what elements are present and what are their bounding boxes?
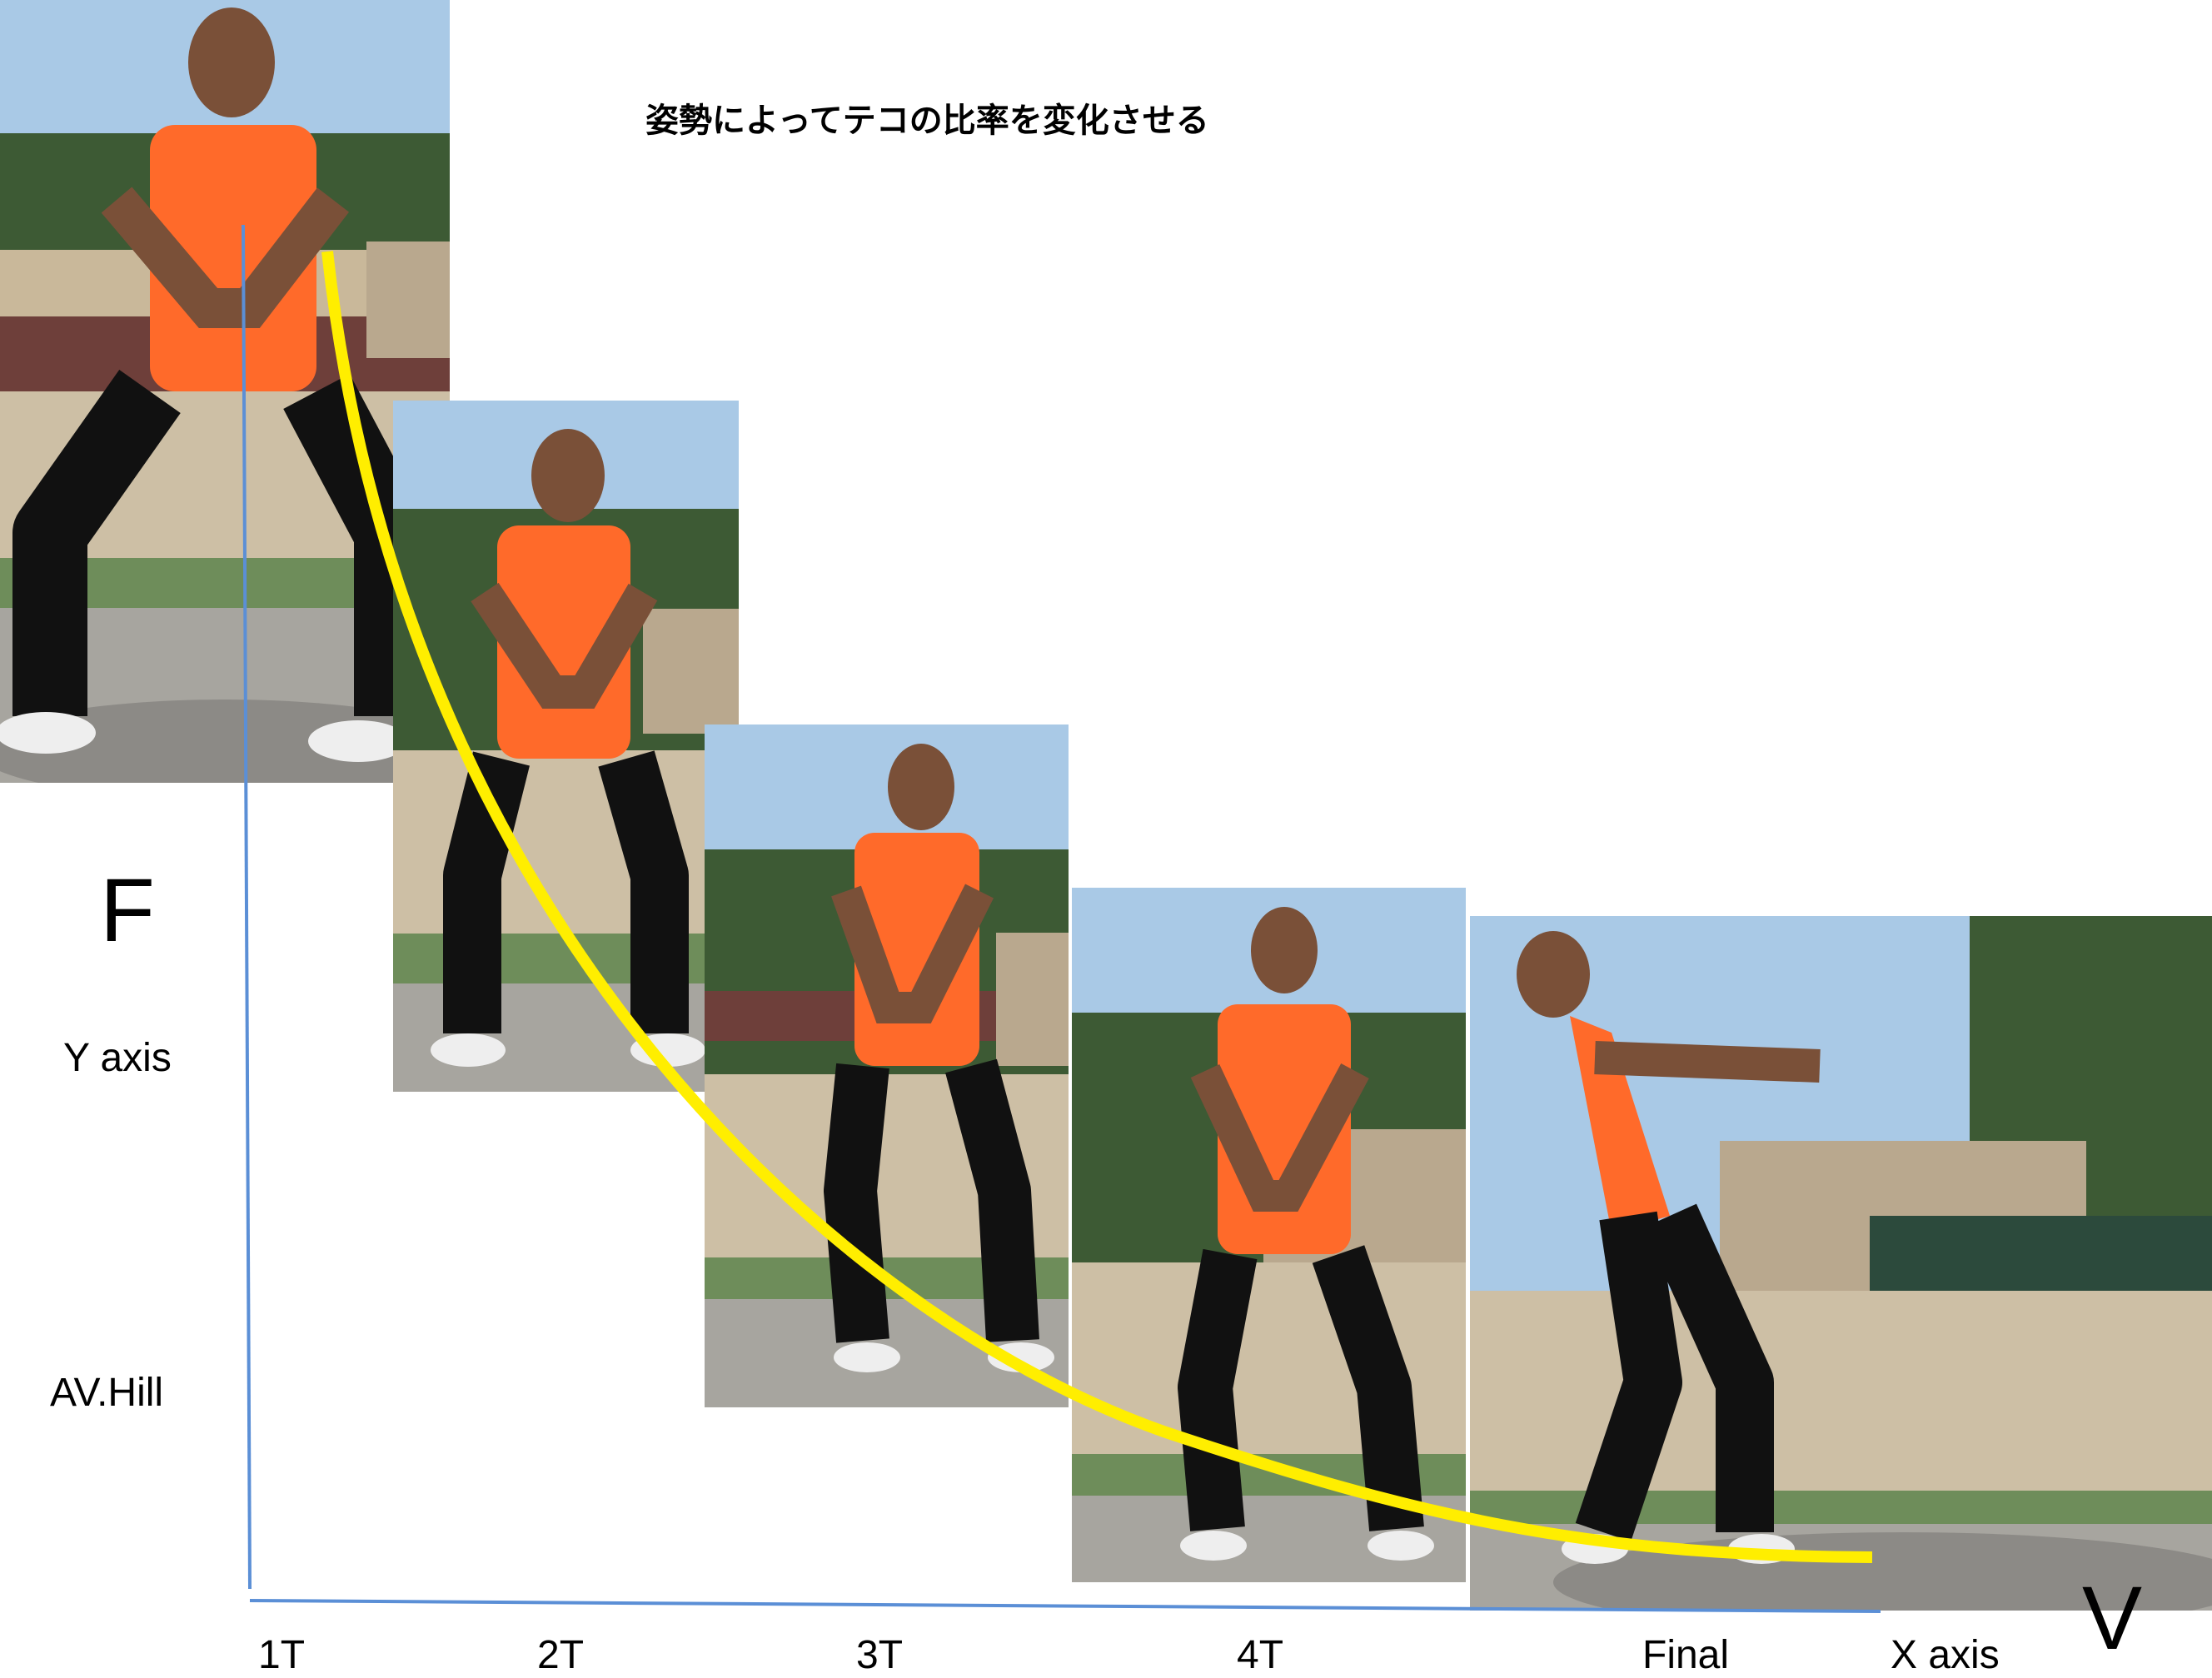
tick-label-3t: 3T — [856, 1633, 904, 1677]
athlete-photo-final — [1470, 916, 2212, 1611]
y-axis-label: Y axis — [63, 1036, 172, 1080]
athlete-photo-3t — [705, 724, 1069, 1407]
velocity-symbol-label: V — [2082, 1567, 2143, 1668]
athlete-photo-2t — [393, 401, 739, 1092]
athlete-photo-4t — [1072, 888, 1466, 1582]
tick-label-2t: 2T — [537, 1633, 585, 1677]
av-hill-label: AV.Hill — [50, 1371, 164, 1415]
tick-label-4t: 4T — [1237, 1633, 1284, 1677]
tick-label-final: Final — [1642, 1633, 1730, 1677]
athlete-photo-1t — [0, 0, 450, 783]
tick-label-1t: 1T — [258, 1633, 306, 1677]
x-axis-label: X axis — [1891, 1633, 2000, 1677]
force-symbol-label: F — [100, 859, 155, 960]
diagram-title: 姿勢によってテコの比率を変化させる — [645, 102, 1209, 140]
